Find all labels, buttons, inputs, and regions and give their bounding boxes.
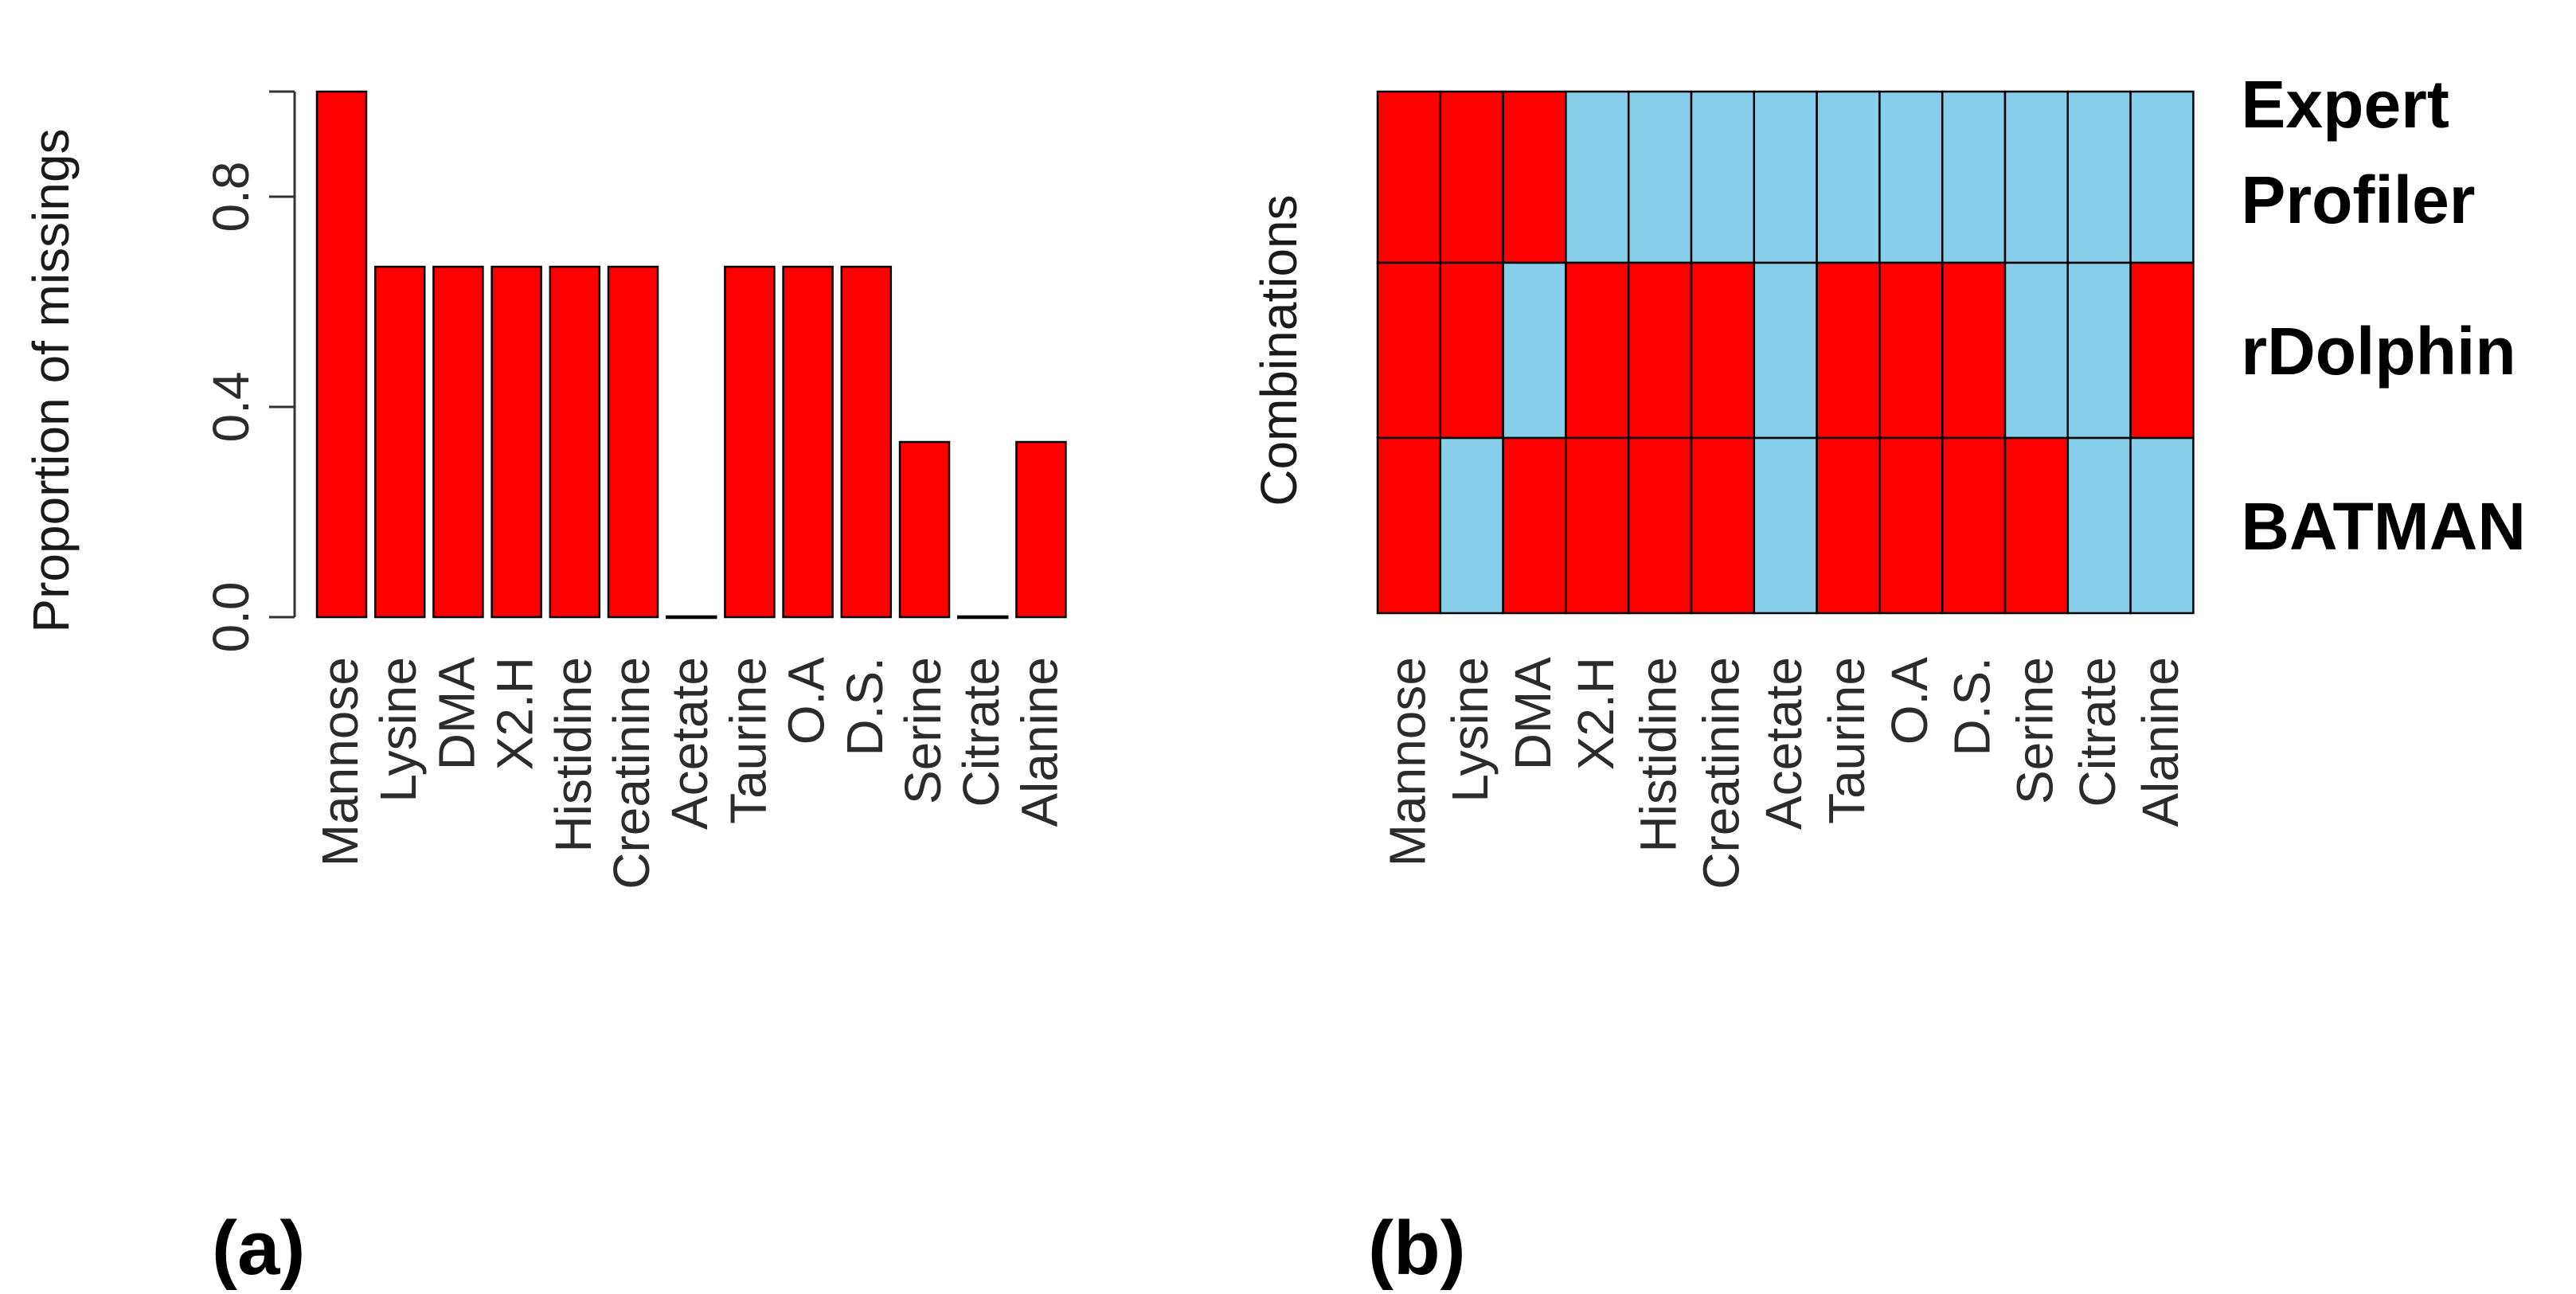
x-tick-label: Creatinine (603, 657, 660, 889)
bar (491, 265, 542, 619)
x-tick-label: O.A (778, 657, 835, 745)
row-label: Profiler (2241, 162, 2475, 237)
heatmap-cell (1816, 261, 1881, 440)
y-tick-label: 0.4 (202, 372, 260, 443)
row-label: rDolphin (2241, 314, 2515, 389)
heatmap-cell (1941, 261, 2007, 440)
column-label: Histidine (1630, 657, 1687, 852)
y-tick-label: 0.0 (202, 582, 260, 653)
heatmap-cell (2129, 90, 2195, 264)
bar (549, 265, 601, 619)
bar (782, 265, 834, 619)
column-label: Mannose (1378, 657, 1436, 866)
heatmap-cell (2003, 261, 2070, 440)
bar (956, 615, 1009, 620)
heatmap-cell (2003, 436, 2070, 615)
panel-label-a: (a) (212, 1206, 305, 1291)
heatmap-cell (2066, 436, 2132, 615)
x-tick-label: Lysine (369, 657, 427, 803)
x-tick-label: DMA (428, 657, 485, 771)
x-tick-label: Citrate (952, 657, 1010, 807)
heatmap-cell (1816, 90, 1881, 264)
row-label: BATMAN (2241, 489, 2526, 564)
panel-label-b: (b) (1368, 1206, 1466, 1291)
bar-chart-panel: Proportion of missings 0.0 0.4 0.8 Mannose… (22, 90, 1068, 1291)
heatmap-cell (1376, 261, 1442, 440)
bar (315, 90, 368, 619)
x-tick-label: Mannose (311, 657, 369, 866)
heatmap-cell (1690, 436, 1756, 615)
column-label: O.A (1881, 657, 1938, 745)
heatmap-cell (1878, 436, 1944, 615)
x-tick-label: Alanine (1010, 657, 1068, 827)
heatmap-cells (1376, 90, 2195, 615)
x-tick-label: Histidine (545, 657, 602, 852)
x-tick-label: Taurine (719, 657, 776, 824)
bar (432, 265, 484, 619)
bar (373, 265, 426, 619)
heatmap-cell (2129, 261, 2195, 440)
heatmap-panel: Combinations Expert Profiler rDolphin BATMA… (1250, 67, 2526, 1291)
bar (1015, 440, 1067, 619)
y-axis-label: Proportion of missings (22, 128, 80, 632)
column-labels: Mannose Lysine DMA X2.H Histidine Creatinine A… (1378, 657, 2189, 889)
column-label: Taurine (1818, 657, 1875, 824)
heatmap-cell (1690, 90, 1756, 264)
heatmap-cell (2129, 436, 2195, 615)
column-label: Serine (2006, 657, 2063, 804)
column-label: Creatinine (1692, 657, 1749, 889)
y-axis: 0.0 0.4 0.8 (202, 90, 296, 653)
row-labels: Expert Profiler rDolphin BATMAN (2241, 67, 2526, 564)
heatmap-cell (1565, 261, 1630, 440)
heatmap-cell (1753, 261, 1818, 440)
bar (724, 265, 776, 619)
heatmap-cell (2066, 261, 2132, 440)
bar (840, 265, 893, 619)
x-tick-label: X2.H (487, 657, 544, 770)
column-label: Citrate (2069, 657, 2126, 807)
heatmap-cell (2066, 90, 2132, 264)
heatmap-cell (1439, 436, 1504, 615)
heatmap-cell (1502, 436, 1567, 615)
heatmap-cell (1753, 436, 1818, 615)
heatmap-cell (1878, 261, 1944, 440)
row-label: Expert (2241, 67, 2449, 142)
heatmap-cell (1565, 436, 1630, 615)
x-tick-label: Serine (894, 657, 952, 804)
column-label: D.S. (1944, 657, 2001, 756)
heatmap-cell (1565, 90, 1630, 264)
heatmap-cell (1376, 90, 1442, 264)
x-tick-label: D.S. (836, 657, 893, 756)
heatmap-cell (1627, 90, 1693, 264)
heatmap-cell (1627, 261, 1693, 440)
y-axis-label-combinations: Combinations (1250, 194, 1308, 506)
column-label: Acetate (1755, 657, 1812, 830)
heatmap-cell (1627, 436, 1693, 615)
y-tick-label: 0.8 (202, 162, 260, 233)
column-label: X2.H (1567, 657, 1624, 770)
heatmap-cell (1502, 90, 1567, 264)
heatmap-cell (1941, 436, 2007, 615)
heatmap-cell (1376, 436, 1442, 615)
heatmap-cell (1439, 261, 1504, 440)
heatmap-cell (1439, 90, 1504, 264)
x-tick-labels: Mannose Lysine DMA X2.H Histidine Creatinine A… (311, 657, 1068, 889)
bar (607, 265, 659, 619)
column-label: Alanine (2132, 657, 2189, 827)
heatmap-cell (1753, 90, 1818, 264)
bar (665, 615, 717, 620)
x-tick-label: Acetate (661, 657, 718, 830)
bars (315, 90, 1067, 620)
heatmap-cell (1502, 261, 1567, 440)
column-label: Lysine (1441, 657, 1499, 803)
heatmap-cell (1878, 90, 1944, 264)
heatmap-cell (1690, 261, 1756, 440)
heatmap-cell (2003, 90, 2070, 264)
heatmap-cell (1941, 90, 2007, 264)
heatmap-cell (1816, 436, 1881, 615)
column-label: DMA (1504, 657, 1562, 771)
bar (898, 440, 951, 619)
